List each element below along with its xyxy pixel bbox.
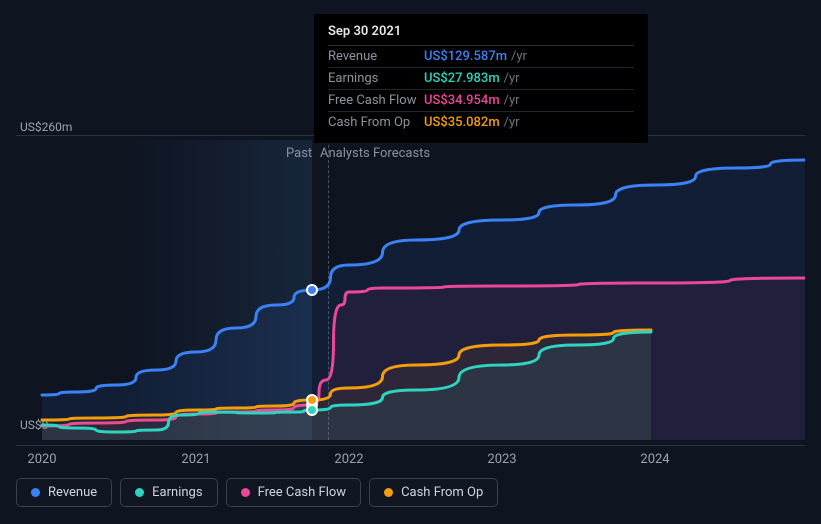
x-axis-tick: 2020 [27,452,56,467]
tooltip-date: Sep 30 2021 [328,24,634,46]
tooltip-metric-unit: /yr [511,49,527,64]
legend-label: Revenue [48,485,97,500]
legend-dot-icon [135,488,144,497]
legend-dot-icon [241,488,250,497]
series-marker [307,285,317,295]
chart-tooltip: Sep 30 2021 RevenueUS$129.587m/yrEarning… [314,14,648,143]
tooltip-row: Free Cash FlowUS$34.954m/yr [328,90,634,112]
tooltip-metric-label: Earnings [328,71,424,86]
tooltip-metric-unit: /yr [504,93,520,108]
tooltip-row: Cash From OpUS$35.082m/yr [328,112,634,133]
chart-legend: Revenue Earnings Free Cash Flow Cash From O… [16,478,498,507]
tooltip-metric-value: US$27.983m [424,71,500,86]
legend-dot-icon [31,488,40,497]
legend-label: Cash From Op [401,485,483,500]
tooltip-metric-value: US$129.587m [424,49,507,64]
x-axis-tick: 2023 [487,452,516,467]
tooltip-metric-label: Revenue [328,49,424,64]
chart-svg [16,120,805,440]
tooltip-row: RevenueUS$129.587m/yr [328,46,634,68]
series-marker [307,405,317,415]
tooltip-row: EarningsUS$27.983m/yr [328,68,634,90]
legend-item[interactable]: Free Cash Flow [226,478,361,507]
legend-item[interactable]: Cash From Op [369,478,498,507]
tooltip-metric-label: Cash From Op [328,115,424,130]
tooltip-metric-value: US$35.082m [424,115,500,130]
legend-dot-icon [384,488,393,497]
x-axis-tick: 2024 [640,452,669,467]
legend-item[interactable]: Earnings [120,478,217,507]
tooltip-metric-unit: /yr [504,71,520,86]
tooltip-metric-value: US$34.954m [424,93,500,108]
tooltip-metric-label: Free Cash Flow [328,93,424,108]
tooltip-metric-unit: /yr [504,115,520,130]
legend-label: Free Cash Flow [258,485,346,500]
legend-item[interactable]: Revenue [16,478,112,507]
x-axis-tick: 2021 [181,452,210,467]
financials-chart: US$260m US$0 Past Analysts Forecasts [16,120,805,440]
x-axis-tick: 2022 [334,452,363,467]
x-axis: 2020 2021 2022 2023 2024 [16,445,805,465]
legend-label: Earnings [152,485,202,500]
series-marker [307,395,317,405]
